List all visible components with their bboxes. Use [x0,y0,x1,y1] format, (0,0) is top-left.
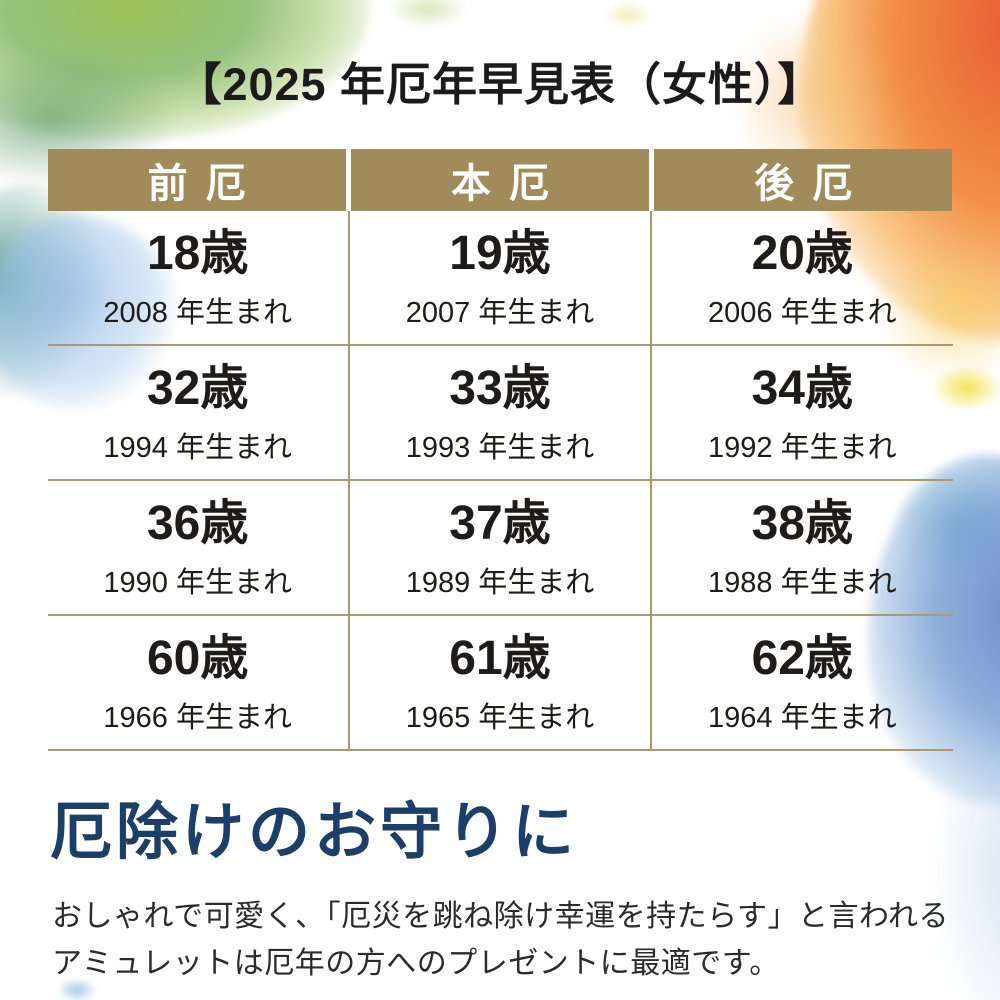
birth-year: 1964 年生まれ [708,701,897,734]
table-cell: 62歳 1964 年生まれ [652,616,952,749]
column-header-maeyaku: 前厄 [47,149,346,211]
age-value: 36歳 [146,497,249,551]
age-value: 19歳 [449,227,551,281]
age-value: 34歳 [751,362,854,416]
column-header-honyaku: 本厄 [350,149,650,211]
age-value: 37歳 [449,497,551,551]
table-cell: 20歳 2006 年生まれ [652,211,952,344]
table-cell: 18歳 2008 年生まれ [48,211,348,344]
page-title: 【2025 年厄年早見表（女性）】 [176,59,824,110]
table-row: 60歳 1966 年生まれ 61歳 1965 年生まれ 62歳 1964 年生ま… [47,616,953,751]
birth-year: 1994 年生まれ [103,431,292,464]
birth-year: 2008 年生まれ [103,296,292,329]
table-cell: 60歳 1966 年生まれ [48,616,348,749]
age-value: 32歳 [146,362,249,416]
age-value: 20歳 [751,227,854,281]
footer-description-line2: アミュレットは厄年の方へのプレゼントに最適です。 [52,947,780,981]
age-value: 61歳 [449,632,551,686]
table-header-row: 前厄 本厄 後厄 [47,149,953,211]
table-row: 32歳 1994 年生まれ 33歳 1993 年生まれ 34歳 1992 年生ま… [47,346,953,481]
watercolor-green-speck-top-icon [390,0,465,28]
table-cell: 32歳 1994 年生まれ [48,346,348,479]
birth-year: 1990 年生まれ [103,566,292,599]
watercolor-yellow-speck-top-icon [605,2,650,28]
column-header-atoyaku: 後厄 [654,149,953,211]
footer-description: おしゃれで可愛く、「厄災を跳ね除け幸運を持たらす」と言われる アミュレットは厄年… [52,893,1000,988]
age-value: 38歳 [751,497,854,551]
table-cell: 19歳 2007 年生まれ [347,211,653,344]
age-value: 60歳 [146,632,249,686]
age-value: 33歳 [449,362,551,416]
birth-year: 2007 年生まれ [405,296,595,329]
age-value: 62歳 [751,632,854,686]
age-value: 18歳 [146,227,249,281]
birth-year: 1992 年生まれ [708,431,897,464]
table-cell: 36歳 1990 年生まれ [48,481,348,614]
table-cell: 38歳 1988 年生まれ [652,481,952,614]
yakudoshi-table: 前厄 本厄 後厄 18歳 2008 年生まれ 19歳 2007 年生まれ 20歳… [47,149,953,751]
birth-year: 2006 年生まれ [708,296,897,329]
table-cell: 34歳 1992 年生まれ [652,346,952,479]
birth-year: 1989 年生まれ [405,566,595,599]
birth-year: 1993 年生まれ [405,431,595,464]
birth-year: 1965 年生まれ [405,701,595,734]
birth-year: 1988 年生まれ [708,566,897,599]
birth-year: 1966 年生まれ [103,701,292,734]
footer-heading: 厄除けのお守りに [50,799,579,867]
table-row: 36歳 1990 年生まれ 37歳 1989 年生まれ 38歳 1988 年生ま… [47,481,953,616]
table-cell: 61歳 1965 年生まれ [347,616,653,749]
table-row: 18歳 2008 年生まれ 19歳 2007 年生まれ 20歳 2006 年生ま… [47,211,953,346]
footer-description-line1: おしゃれで可愛く、「厄災を跳ね除け幸運を持たらす」と言われる [52,900,949,933]
table-cell: 33歳 1993 年生まれ [347,346,653,479]
table-cell: 37歳 1989 年生まれ [347,481,653,614]
